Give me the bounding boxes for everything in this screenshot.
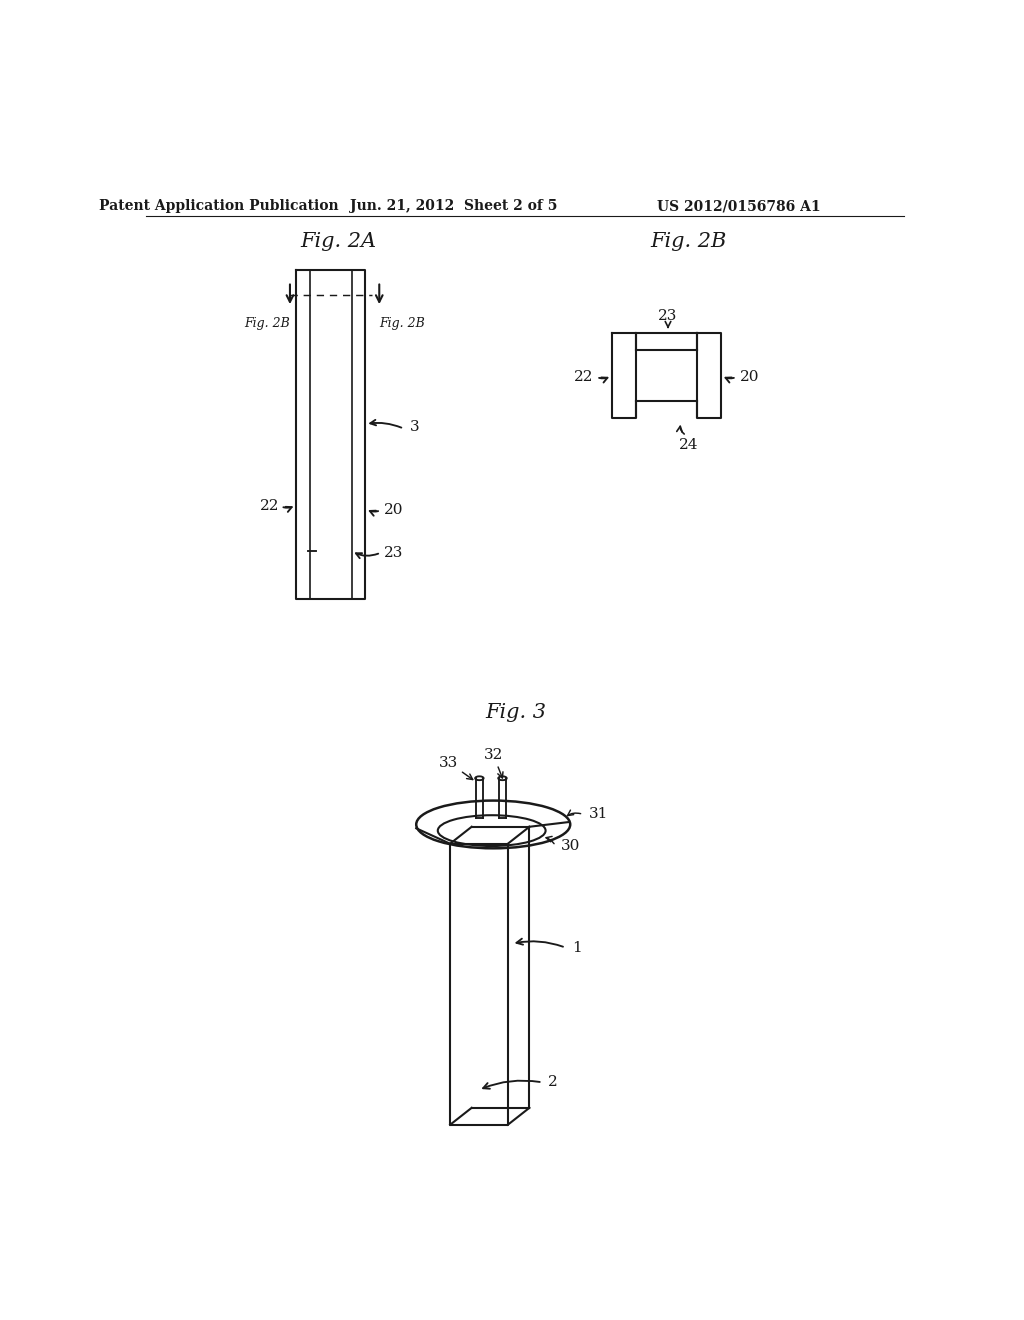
Text: 3: 3: [410, 420, 420, 434]
Text: Fig. 2B: Fig. 2B: [650, 232, 727, 251]
Text: 32: 32: [483, 748, 503, 762]
Text: US 2012/0156786 A1: US 2012/0156786 A1: [657, 199, 820, 213]
Text: 2: 2: [548, 1076, 558, 1089]
Text: 23: 23: [658, 309, 678, 323]
Text: 24: 24: [679, 438, 698, 451]
Text: Fig. 3: Fig. 3: [485, 704, 546, 722]
Text: 20: 20: [739, 370, 759, 384]
Text: 1: 1: [571, 941, 582, 954]
Text: 22: 22: [573, 370, 593, 384]
Text: Jun. 21, 2012  Sheet 2 of 5: Jun. 21, 2012 Sheet 2 of 5: [350, 199, 558, 213]
Text: 30: 30: [561, 840, 581, 853]
Text: Patent Application Publication: Patent Application Publication: [99, 199, 339, 213]
Text: Fig. 2B: Fig. 2B: [244, 317, 290, 330]
Text: 31: 31: [589, 808, 608, 821]
Text: 20: 20: [384, 503, 403, 517]
Text: 22: 22: [260, 499, 280, 513]
Text: Fig. 2A: Fig. 2A: [300, 232, 377, 251]
Text: Fig. 2B: Fig. 2B: [380, 317, 425, 330]
Text: 33: 33: [439, 756, 458, 770]
Text: 23: 23: [384, 545, 403, 560]
